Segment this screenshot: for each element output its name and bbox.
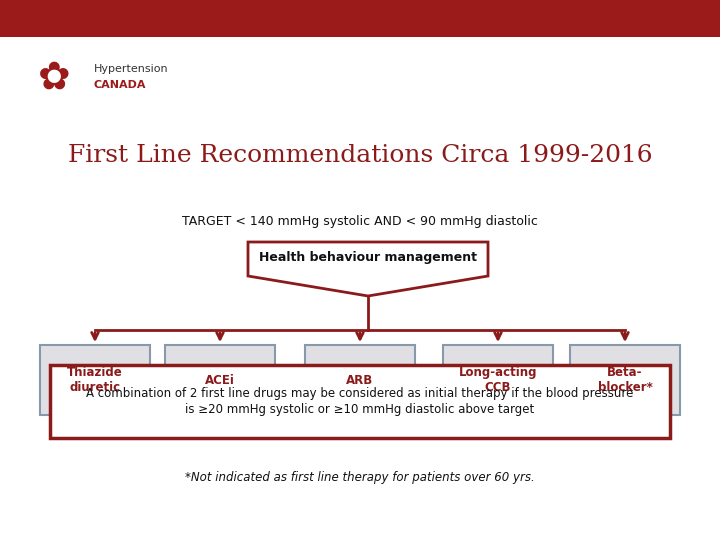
FancyBboxPatch shape <box>443 345 553 415</box>
Text: TARGET < 140 mmHg systolic AND < 90 mmHg diastolic: TARGET < 140 mmHg systolic AND < 90 mmHg… <box>182 215 538 228</box>
Text: Thiazide
diuretic: Thiazide diuretic <box>67 366 123 394</box>
Text: *Not indicated as first line therapy for patients over 60 yrs.: *Not indicated as first line therapy for… <box>185 471 535 484</box>
FancyBboxPatch shape <box>305 345 415 415</box>
Text: A combination of 2 first line drugs may be considered as initial therapy if the : A combination of 2 first line drugs may … <box>86 388 634 415</box>
Polygon shape <box>248 242 488 296</box>
Text: Hypertension: Hypertension <box>94 64 168 74</box>
Text: ✿: ✿ <box>37 58 71 96</box>
FancyBboxPatch shape <box>40 345 150 415</box>
Text: First Line Recommendations Circa 1999-2016: First Line Recommendations Circa 1999-20… <box>68 144 652 166</box>
FancyBboxPatch shape <box>570 345 680 415</box>
FancyBboxPatch shape <box>50 365 670 438</box>
Text: ACEi: ACEi <box>205 374 235 387</box>
FancyBboxPatch shape <box>165 345 275 415</box>
Text: Beta-
blocker*: Beta- blocker* <box>598 366 652 394</box>
Text: ARB: ARB <box>346 374 374 387</box>
Text: CANADA: CANADA <box>94 80 146 90</box>
Text: Long-acting
CCB: Long-acting CCB <box>459 366 537 394</box>
Text: Health behaviour management: Health behaviour management <box>259 251 477 264</box>
